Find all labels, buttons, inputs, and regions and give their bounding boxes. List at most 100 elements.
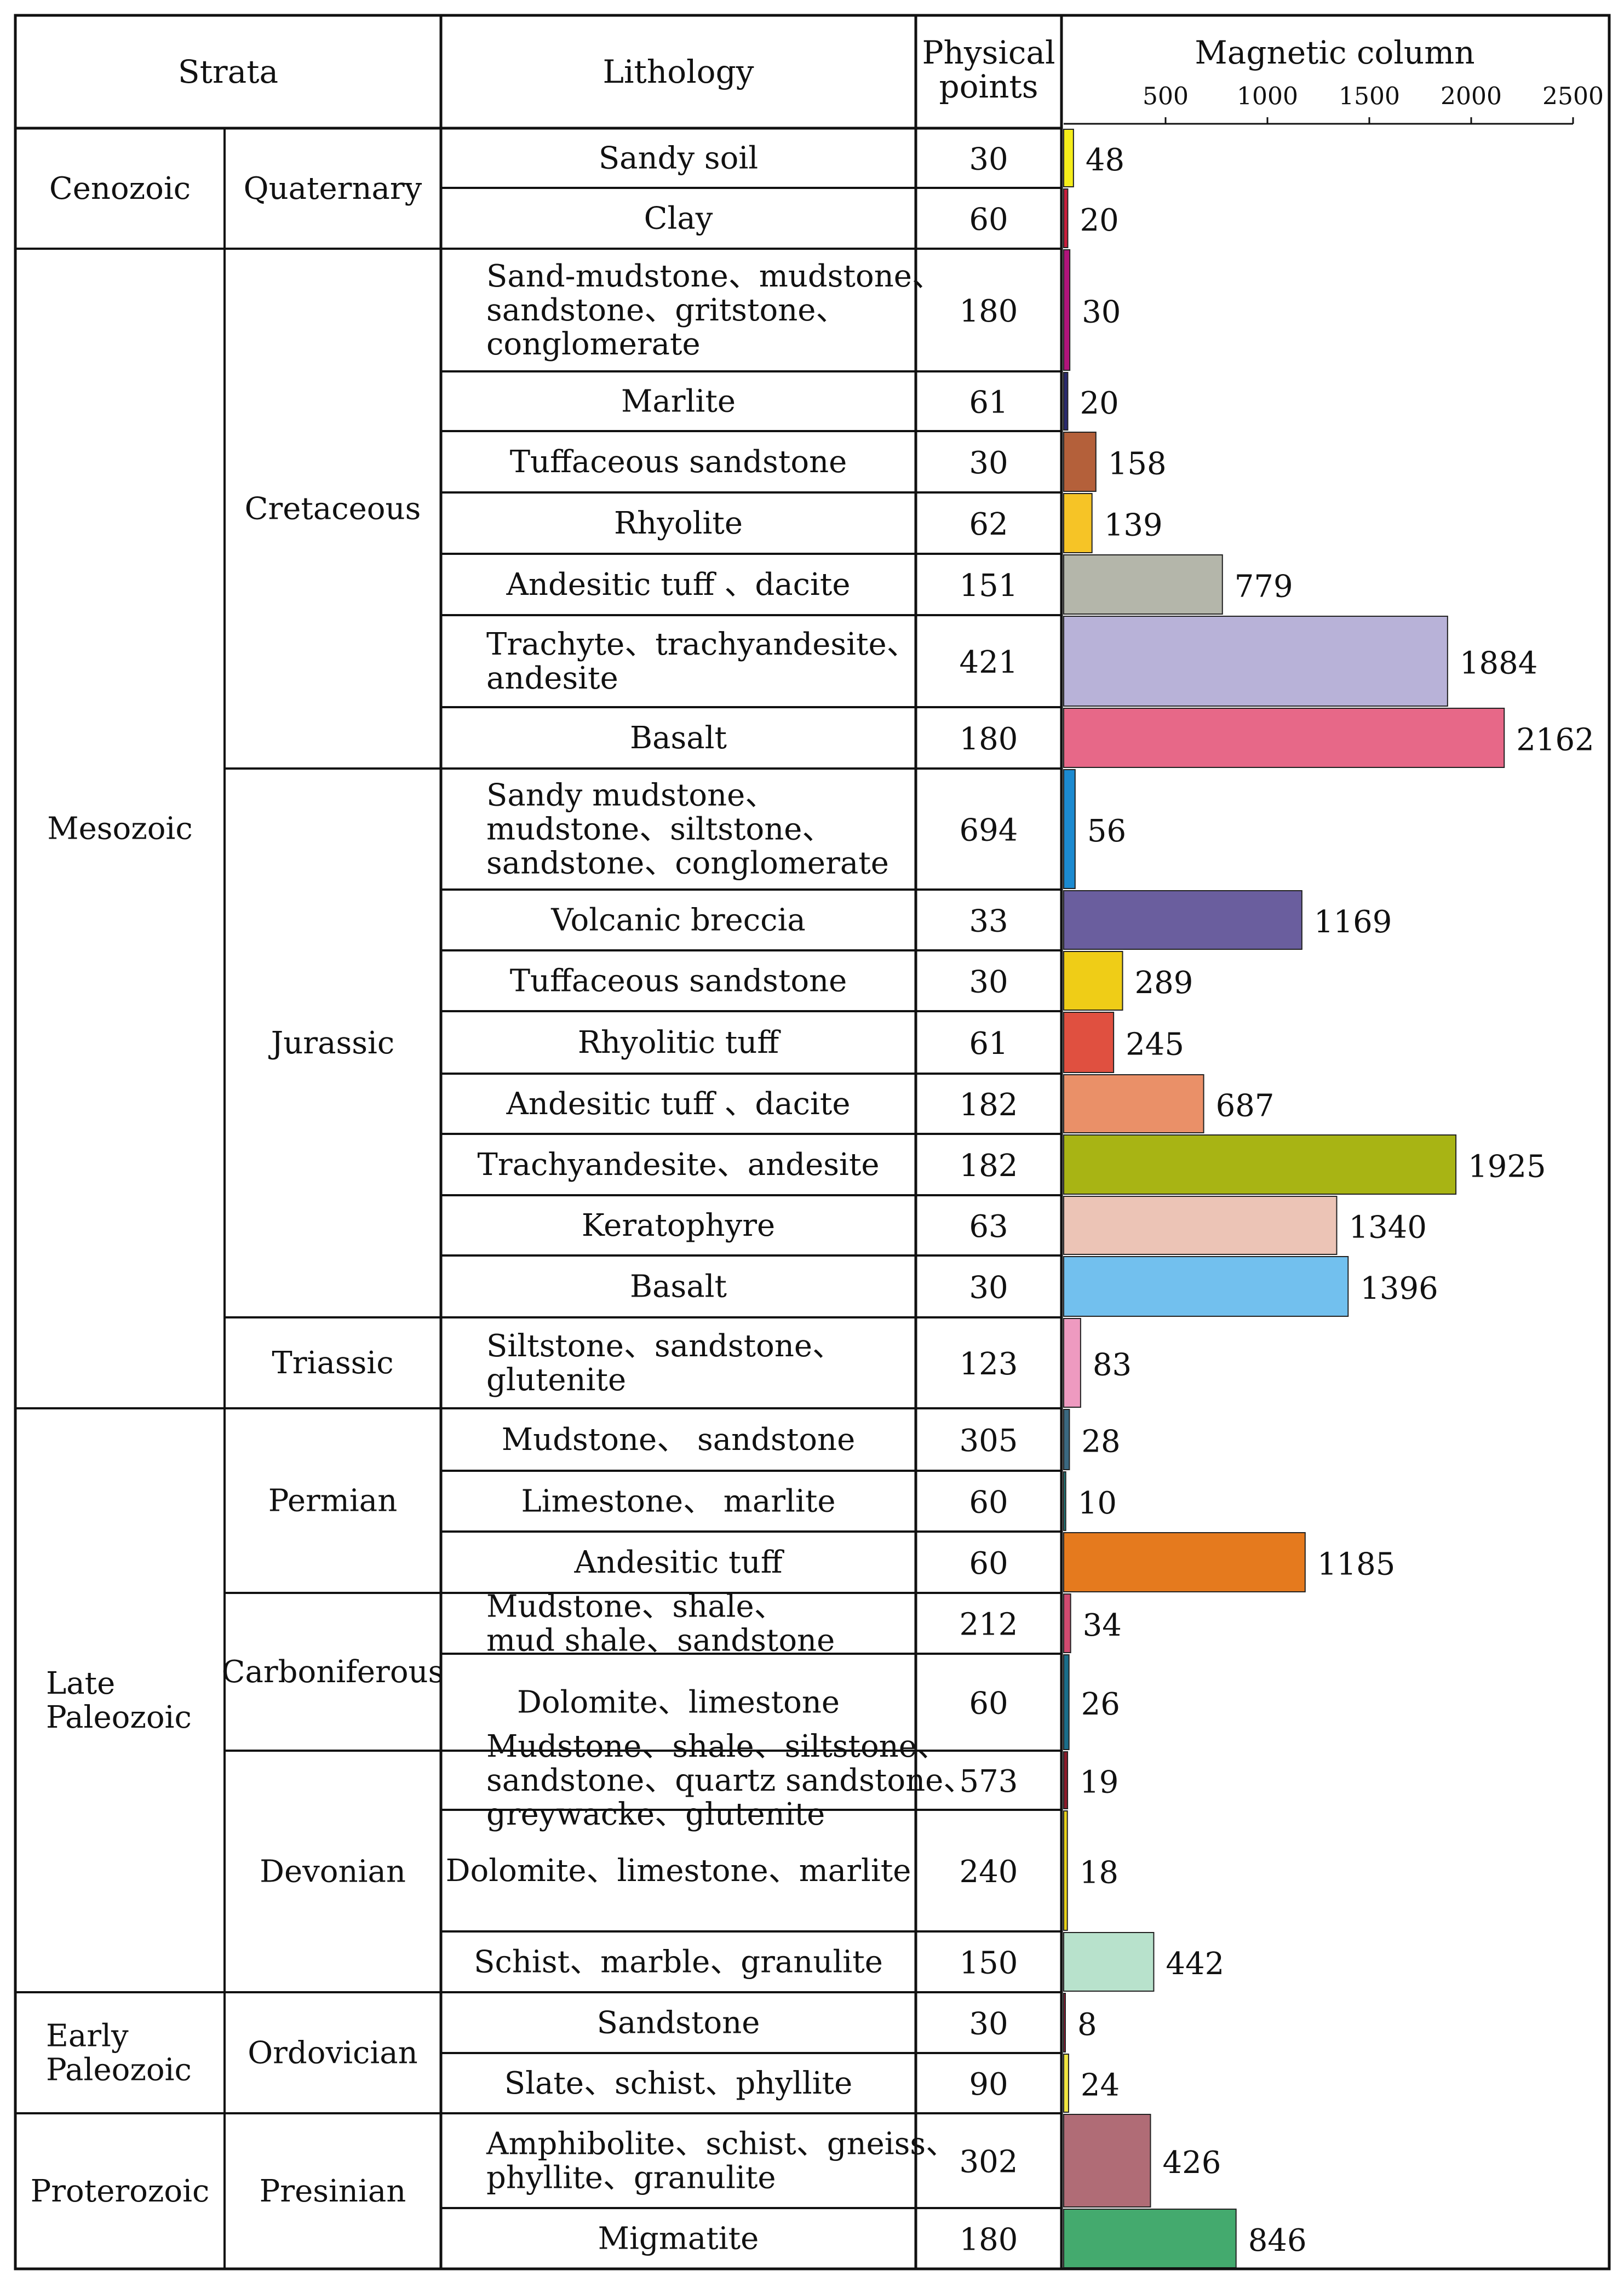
bar-value-label: 18 bbox=[1080, 1855, 1118, 1891]
period-label-line: Ordovician bbox=[248, 2035, 418, 2071]
era-label-line: Paleozoic bbox=[46, 2052, 192, 2088]
era-label: Cenozoic bbox=[49, 171, 191, 207]
lithology-label-line: Basalt bbox=[630, 1269, 727, 1304]
physical-points-value: 182 bbox=[960, 1087, 1018, 1123]
lithology-label-line: glutenite bbox=[486, 1362, 626, 1398]
era-label-line: Late bbox=[46, 1666, 115, 1701]
physical-points-value-line: 30 bbox=[969, 445, 1008, 481]
physical-points-value-line: 240 bbox=[960, 1854, 1018, 1890]
lithology-label: Dolomite、limestone、marlite bbox=[446, 1853, 911, 1889]
lithology-label: Trachyandesite、andesite bbox=[477, 1147, 879, 1183]
period-label: Carboniferous bbox=[222, 1654, 444, 1690]
header-magnetic-column-line: Magnetic column bbox=[1195, 34, 1474, 71]
lithology-label-line: Dolomite、limestone bbox=[517, 1684, 840, 1720]
bar bbox=[1063, 890, 1302, 950]
bar bbox=[1063, 2114, 1151, 2208]
physical-points-value: 573 bbox=[960, 1764, 1018, 1799]
physical-points-value: 30 bbox=[969, 445, 1008, 481]
lithology-label-line: Basalt bbox=[630, 720, 727, 756]
period-label-line: Triassic bbox=[272, 1345, 393, 1381]
period-label-line: Permian bbox=[268, 1483, 398, 1518]
era-label-line: Mesozoic bbox=[47, 811, 192, 846]
physical-points-value: 61 bbox=[969, 1026, 1008, 1062]
bar-value-label: 289 bbox=[1135, 965, 1193, 1001]
lithology-label-line: Schist、marble、granulite bbox=[474, 1944, 883, 1980]
lithology-label-line: Mudstone、 sandstone bbox=[502, 1422, 855, 1458]
bar-value-label: 1925 bbox=[1468, 1149, 1546, 1185]
physical-points-value-line: 90 bbox=[969, 2067, 1008, 2102]
era-label-line: Early bbox=[46, 2018, 129, 2054]
physical-points-value: 30 bbox=[969, 2006, 1008, 2042]
bar bbox=[1063, 1409, 1070, 1470]
physical-points-value: 30 bbox=[969, 964, 1008, 1000]
physical-points-value: 150 bbox=[960, 1945, 1018, 1981]
bar-value-label: 30 bbox=[1082, 295, 1121, 330]
physical-points-value: 30 bbox=[969, 1270, 1008, 1305]
bar bbox=[1063, 129, 1074, 187]
lithology-label-line: Sandy soil bbox=[599, 140, 758, 176]
bar bbox=[1063, 1932, 1155, 1992]
lithology-label-line: mudstone、siltstone、 bbox=[486, 811, 833, 847]
lithology-label-line: Trachyandesite、andesite bbox=[477, 1147, 879, 1183]
physical-points-value: 180 bbox=[960, 721, 1018, 757]
lithology-label-line: phyllite、granulite bbox=[486, 2160, 776, 2195]
period-label: Permian bbox=[268, 1483, 398, 1518]
lithology-label: Sandstone bbox=[597, 2005, 760, 2040]
lithology-label: Slate、schist、phyllite bbox=[504, 2066, 853, 2101]
physical-points-value: 60 bbox=[969, 1546, 1008, 1581]
lithology-label-line: Tuffaceous sandstone bbox=[510, 963, 847, 999]
header-lithology-line: Lithology bbox=[602, 53, 754, 90]
axis-tick-label: 2000 bbox=[1441, 83, 1502, 111]
physical-points-value-line: 302 bbox=[960, 2144, 1018, 2180]
physical-points-value: 63 bbox=[969, 1209, 1008, 1245]
bar-value-label: 1185 bbox=[1317, 1547, 1396, 1583]
lithology-label-line: Siltstone、sandstone、 bbox=[486, 1328, 843, 1364]
lithology-label: Sandy mudstone、 mudstone、siltstone、 sandst… bbox=[486, 777, 889, 881]
era-label: Proterozoic bbox=[31, 2174, 210, 2209]
bar bbox=[1063, 1196, 1338, 1255]
physical-points-value: 90 bbox=[969, 2067, 1008, 2102]
bar-value-label: 245 bbox=[1126, 1027, 1184, 1063]
bar-value-label: 8 bbox=[1077, 2007, 1097, 2043]
bar-value-label: 26 bbox=[1081, 1687, 1120, 1722]
header-lithology: Lithology bbox=[602, 53, 754, 90]
lithology-label-line: Volcanic breccia bbox=[550, 902, 806, 938]
physical-points-value-line: 180 bbox=[960, 294, 1018, 329]
physical-points-value: 694 bbox=[960, 812, 1018, 848]
bar bbox=[1063, 249, 1071, 371]
lithology-label-line: Rhyolite bbox=[614, 506, 743, 541]
physical-points-value-line: 30 bbox=[969, 2006, 1008, 2042]
lithology-label: Siltstone、sandstone、 glutenite bbox=[486, 1328, 843, 1398]
lithology-label-line: sandstone、gritstone、 bbox=[486, 293, 846, 328]
axis-tick-label: 1000 bbox=[1237, 83, 1298, 111]
bar-value-label: 2162 bbox=[1516, 723, 1594, 758]
lithology-label: Basalt bbox=[630, 720, 727, 756]
bar bbox=[1063, 1654, 1070, 1750]
bar bbox=[1063, 1593, 1071, 1653]
lithology-label: Trachyte、trachyandesite、 andesite bbox=[486, 627, 917, 696]
era-label: Early Paleozoic bbox=[46, 2018, 192, 2088]
era-label: Mesozoic bbox=[47, 811, 192, 846]
physical-points-value: 302 bbox=[960, 2144, 1018, 2180]
physical-points-value-line: 421 bbox=[960, 645, 1018, 680]
bar-value-label: 1396 bbox=[1360, 1271, 1438, 1306]
physical-points-value: 61 bbox=[969, 385, 1008, 420]
lithology-label: Sandy soil bbox=[599, 140, 758, 176]
physical-points-value-line: 60 bbox=[969, 1685, 1008, 1721]
period-label: Devonian bbox=[260, 1854, 406, 1889]
physical-points-value-line: 694 bbox=[960, 812, 1018, 848]
lithology-label: Andesitic tuff 、dacite bbox=[506, 1086, 850, 1122]
physical-points-value-line: 61 bbox=[969, 1026, 1008, 1062]
lithology-label-line: Sandstone bbox=[597, 2005, 760, 2040]
bar-value-label: 158 bbox=[1108, 446, 1167, 482]
lithology-label: Sand-mudstone、mudstone、 sandstone、gritsto… bbox=[486, 259, 943, 362]
physical-points-value-line: 150 bbox=[960, 1945, 1018, 1981]
physical-points-value: 180 bbox=[960, 2222, 1018, 2257]
physical-points-value: 240 bbox=[960, 1854, 1018, 1890]
lithology-label-line: Migmatite bbox=[598, 2221, 759, 2256]
physical-points-value-line: 180 bbox=[960, 2222, 1018, 2257]
bar bbox=[1063, 188, 1069, 248]
lithology-label-line: Keratophyre bbox=[582, 1208, 775, 1243]
bar-value-label: 28 bbox=[1081, 1424, 1120, 1460]
lithology-label: Keratophyre bbox=[582, 1208, 775, 1243]
